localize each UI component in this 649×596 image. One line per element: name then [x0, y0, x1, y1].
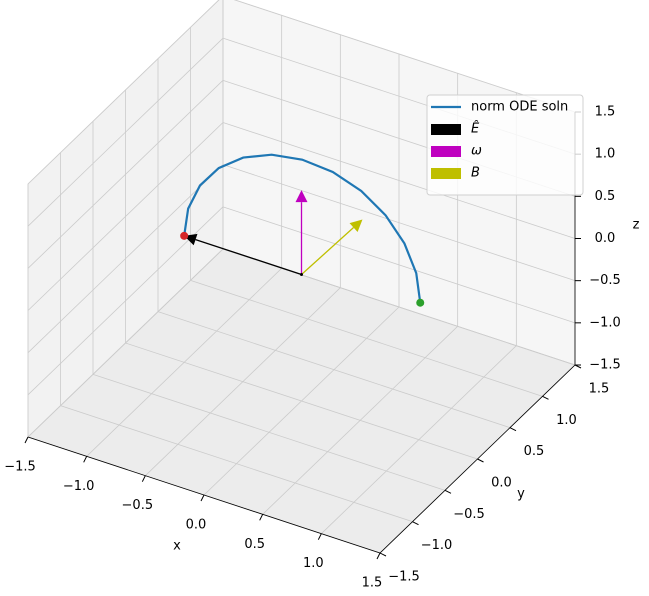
- z-tick-label: 1.0: [595, 147, 616, 162]
- legend: norm ODE soln ÊωB: [426, 94, 584, 196]
- grid-line: [157, 311, 511, 429]
- legend-box: [426, 94, 584, 196]
- z-tick-label: −1.5: [589, 358, 621, 373]
- grid-line: [222, 164, 576, 282]
- tick-mark: [444, 489, 452, 494]
- z-tick-label: −1.0: [589, 315, 621, 330]
- tick-mark: [477, 458, 484, 463]
- grid-line: [27, 164, 224, 353]
- x-tick-label: −1.0: [63, 479, 95, 494]
- grid-line: [190, 279, 543, 397]
- start-point: [180, 231, 189, 240]
- legend-label: Ê: [471, 121, 480, 137]
- y-tick-label: 0.0: [491, 476, 512, 491]
- tick-mark: [542, 395, 549, 400]
- grid-line: [60, 405, 413, 523]
- grid-line: [27, 37, 224, 227]
- tick-mark: [412, 521, 419, 526]
- legend-label: B: [471, 166, 480, 181]
- tick-mark: [509, 427, 517, 432]
- y-tick-label: 1.5: [589, 382, 610, 397]
- tick-mark: [141, 475, 146, 482]
- z-tick-label: −0.5: [589, 273, 621, 288]
- x-tick-label: 1.0: [303, 556, 324, 571]
- grid-line: [222, 122, 576, 239]
- tick-mark: [376, 552, 381, 560]
- y-tick-label: −0.5: [453, 507, 485, 522]
- grid-line: [27, 122, 224, 311]
- end-point: [416, 298, 425, 307]
- tick-mark: [83, 456, 88, 463]
- grid-line: [27, 248, 224, 438]
- z-tick-label: 0.0: [595, 231, 616, 246]
- tick-mark: [200, 494, 205, 502]
- y-tick-label: −1.0: [421, 538, 453, 553]
- x-axis-label: x: [173, 539, 181, 554]
- grid-line: [27, 0, 220, 185]
- x-axis-line: [27, 436, 381, 554]
- y-axis-label: y: [517, 487, 525, 502]
- x-tick-label: −0.5: [122, 498, 154, 513]
- axes: −1.5 −1.0 −0.5 0.0 0.5 1.0 1.5 −1.5 −1.0 −0.5 0.0 0…: [4, 105, 639, 591]
- x-tick-label: −1.5: [4, 460, 36, 475]
- arrow-head: [349, 219, 363, 232]
- tick-mark: [24, 436, 29, 444]
- y-tick-label: −1.5: [388, 570, 420, 585]
- grid-line: [233, 0, 576, 113]
- y-tick-label: 0.5: [524, 444, 545, 459]
- legend-swatch: [431, 146, 461, 157]
- arrow-head: [295, 190, 308, 203]
- x-tick-label: 0.5: [244, 537, 265, 552]
- grid-line: [222, 206, 576, 324]
- curve: [183, 153, 422, 303]
- arrow-shaft: [301, 227, 355, 275]
- x-tick-label: 0.0: [186, 518, 207, 533]
- plot-area: [180, 153, 425, 307]
- grid-line: [125, 342, 478, 460]
- arrow-origin: [300, 273, 303, 276]
- arrow-shaft: [195, 238, 302, 276]
- z-axis-label: z: [633, 218, 640, 233]
- legend-label: ω: [471, 144, 482, 159]
- y-axis-line: [379, 364, 576, 554]
- legend-swatch: [431, 168, 461, 179]
- y-tick-label: 1.0: [556, 413, 577, 428]
- grid-line: [92, 373, 446, 491]
- z-tick-label: 1.5: [595, 105, 616, 120]
- grid-line: [27, 80, 224, 269]
- z-tick-label: 0.5: [595, 189, 616, 204]
- panes: [27, 0, 576, 554]
- legend-swatch: [431, 124, 461, 135]
- tick-mark: [379, 552, 387, 557]
- tick-mark: [259, 514, 264, 521]
- legend-label: norm ODE soln: [471, 100, 568, 115]
- x-tick-label: 1.5: [362, 576, 383, 591]
- tick-mark: [317, 533, 322, 540]
